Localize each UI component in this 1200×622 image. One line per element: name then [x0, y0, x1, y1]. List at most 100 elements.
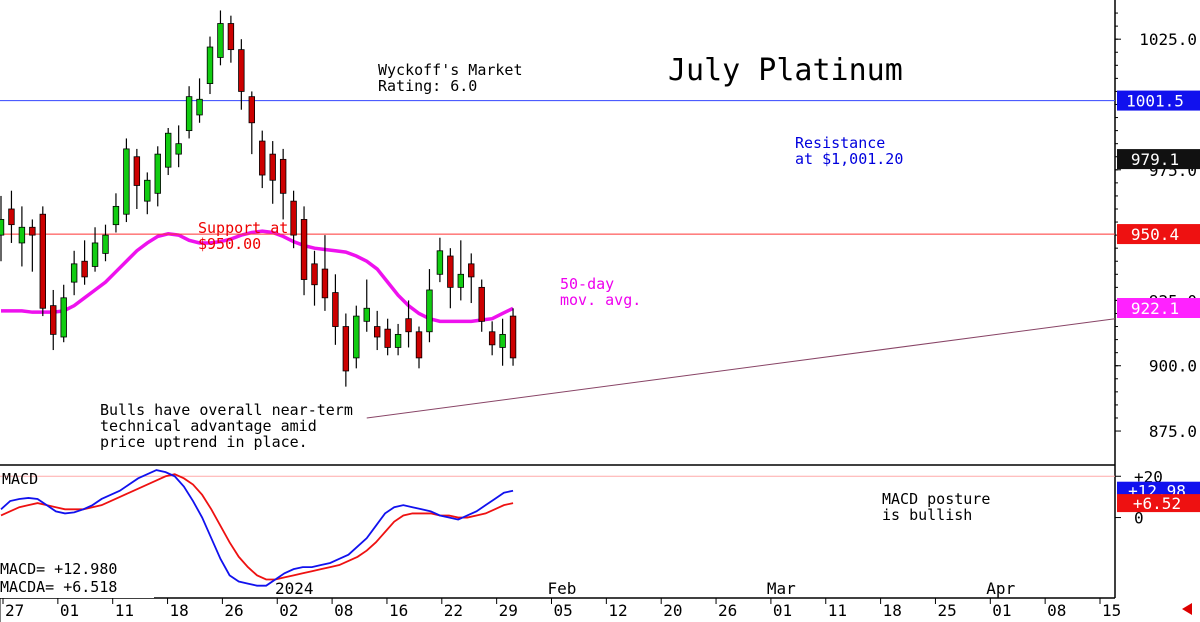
candle-down	[332, 292, 339, 327]
candle-up	[217, 23, 224, 58]
candle-down	[468, 263, 475, 278]
candle-up	[206, 46, 214, 84]
resistance-note-2: at $1,001.20	[795, 150, 903, 168]
macd-layer	[0, 469, 1115, 587]
candle-up	[175, 143, 182, 155]
support-tag	[1117, 224, 1200, 245]
last-price-tag-label: 979.1	[1131, 150, 1179, 169]
resistance-note-1: Resistance	[795, 134, 885, 152]
candle-down	[279, 158, 287, 194]
macd-note-1: MACD posture	[882, 490, 990, 508]
date-tick-label: 01	[60, 601, 79, 620]
date-tick-label: 16	[389, 601, 408, 620]
date-tick-label: 27	[5, 601, 24, 620]
bulls-note-2: technical advantage amid	[100, 417, 317, 435]
date-tick-label: 22	[444, 601, 463, 620]
support-note-2: $950.00	[198, 235, 261, 253]
date-tick-label: 25	[937, 601, 956, 620]
date-tick-label: 11	[115, 601, 134, 620]
bulls-note-1: Bulls have overall near-term	[100, 401, 353, 419]
date-tick-label: 18	[170, 601, 189, 620]
candle-up	[154, 153, 161, 194]
candle-up	[353, 315, 360, 359]
candle-up	[394, 333, 402, 348]
candle-up	[123, 148, 130, 215]
year-label: 2024	[275, 579, 314, 598]
candle-up	[70, 263, 78, 283]
candle-up	[60, 297, 67, 338]
macd-readout-2: MACDA= +6.518	[0, 578, 117, 596]
candle-up	[457, 273, 464, 288]
candle-down	[311, 263, 318, 286]
candle-up	[102, 234, 109, 254]
ma50-tag	[1117, 297, 1200, 318]
date-tick-label: 29	[499, 601, 518, 620]
date-tick-label: 26	[718, 601, 737, 620]
trendline-layer	[366, 318, 1116, 419]
price-tick-label: 1025.0	[1139, 30, 1197, 49]
scroll-left-icon[interactable]	[1182, 603, 1192, 615]
candle-down	[300, 219, 308, 280]
candle-down	[238, 49, 245, 92]
month-label: Feb	[548, 579, 577, 598]
candle-down	[248, 96, 255, 124]
candle-up	[499, 333, 506, 348]
candles-layer	[0, 10, 517, 387]
macd-tick-label: 0	[1134, 509, 1144, 528]
date-tick-label: 05	[554, 601, 573, 620]
candle-down	[321, 268, 329, 299]
signal-value-tag-label: +6.52	[1133, 494, 1181, 513]
candle-down	[373, 326, 381, 338]
candle-down	[488, 331, 496, 346]
candle-up	[18, 226, 26, 244]
candle-up	[196, 98, 203, 116]
candle-down	[415, 331, 423, 359]
resistance-tag-label: 1001.5	[1126, 92, 1184, 111]
macd-tick-label: +20	[1134, 467, 1163, 486]
date-tick-label: 26	[224, 601, 243, 620]
candle-up	[164, 132, 172, 168]
chart-title: July Platinum	[668, 53, 903, 88]
candle-up	[144, 179, 151, 202]
candle-down	[447, 255, 454, 288]
rating-line-2: Rating: 6.0	[378, 77, 477, 95]
date-tick-label: 15	[1102, 601, 1121, 620]
support-note-1: Support at	[198, 219, 288, 237]
macd-line	[0, 469, 514, 587]
candle-down	[8, 208, 15, 226]
date-tick-label: 12	[608, 601, 627, 620]
candle-down	[342, 326, 350, 372]
candle-up	[112, 205, 120, 226]
last-price-tag	[1117, 149, 1200, 170]
candle-down	[478, 286, 485, 322]
rating-line-1: Wyckoff's Market	[378, 61, 523, 79]
support-tag-label: 950.4	[1131, 225, 1179, 244]
candle-down	[81, 260, 88, 278]
candle-down	[133, 156, 141, 186]
macd-readout-box	[0, 560, 154, 598]
candle-down	[384, 328, 391, 348]
date-tick-label: 11	[828, 601, 847, 620]
levels-layer	[0, 100, 1115, 235]
candle-down	[39, 213, 46, 309]
candle-up	[436, 250, 444, 275]
candle-up	[363, 307, 370, 322]
price-tick-label: 900.0	[1149, 357, 1197, 376]
date-tick-label: 18	[883, 601, 902, 620]
signal-value-tag	[1117, 494, 1200, 513]
month-label: Mar	[767, 579, 796, 598]
candle-down	[290, 200, 297, 236]
date-tick-label: 02	[279, 601, 298, 620]
macd-note-2: is bullish	[882, 506, 972, 524]
date-tick-label: 20	[663, 601, 682, 620]
ma50-tag-label: 922.1	[1131, 299, 1179, 318]
candle-down	[269, 153, 276, 181]
date-tick-label: 01	[773, 601, 792, 620]
candle-down	[29, 226, 36, 236]
candle-up	[185, 96, 193, 132]
resistance-tag	[1117, 90, 1200, 111]
candle-up	[0, 219, 5, 236]
candle-down	[259, 140, 266, 176]
candle-down	[405, 318, 412, 333]
